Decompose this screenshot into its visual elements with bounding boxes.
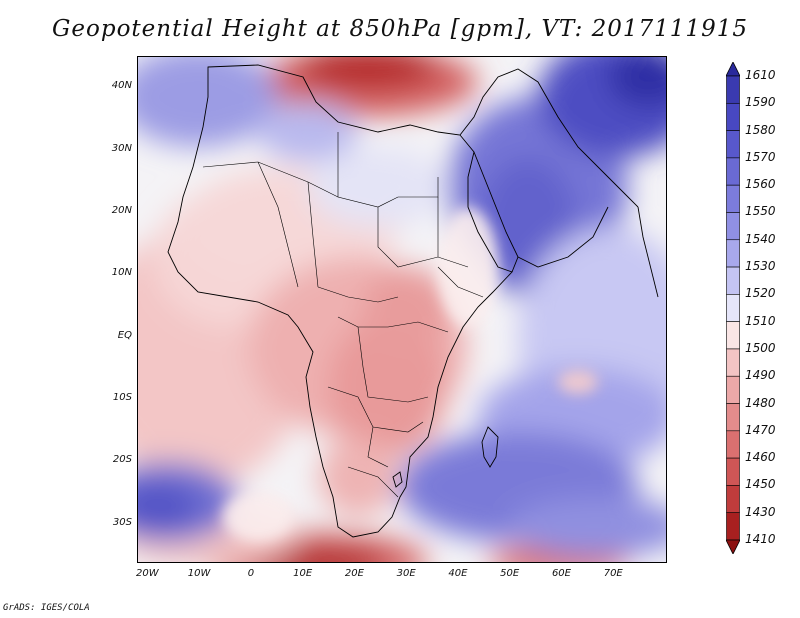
- colorbar-swatch: [726, 485, 740, 514]
- colorbar-label: 1500: [745, 340, 776, 355]
- colorbar-label: 1560: [745, 177, 776, 192]
- colorbar-swatch: [726, 321, 740, 350]
- lat-label: EQ: [117, 329, 132, 341]
- lon-label: 0: [247, 568, 255, 579]
- lon-label: 30E: [396, 568, 416, 579]
- colorbar-swatch: [726, 457, 740, 486]
- colorbar-label: 1550: [745, 204, 776, 219]
- colorbar-label: 1510: [745, 313, 776, 328]
- map-panel: [137, 56, 667, 563]
- colorbar-label: 1520: [745, 286, 776, 301]
- colorbar-label: 1410: [745, 532, 776, 546]
- country-borders: [202, 132, 484, 498]
- colorbar-label: 1530: [745, 259, 776, 274]
- colorbar-swatch: [726, 102, 740, 131]
- colorbar-label: 1610: [745, 68, 776, 82]
- lat-label: 10N: [111, 267, 132, 279]
- map-title: Geopotential Height at 850hPa [gpm], VT:…: [52, 16, 748, 42]
- lat-label: 10S: [112, 391, 132, 403]
- colorbar-label: 1580: [745, 122, 776, 137]
- colorbar-swatch: [726, 512, 740, 541]
- colorbar-swatch: [726, 75, 740, 104]
- colorbar-label: 1450: [745, 477, 776, 492]
- lon-label: 10E: [293, 568, 313, 579]
- colorbar-label: 1480: [745, 395, 776, 410]
- colorbar-swatch: [726, 157, 740, 186]
- grads-credit: GrADS: IGES/COLA: [3, 603, 90, 613]
- colorbar: [726, 62, 740, 554]
- lon-label: 50E: [500, 568, 520, 579]
- colorbar-swatch: [726, 294, 740, 322]
- colorbar-swatch: [726, 403, 740, 432]
- colorbar-label: 1540: [745, 231, 776, 246]
- lon-label: 10W: [187, 568, 211, 579]
- colorbar-label: 1490: [745, 368, 776, 383]
- colorbar-swatch: [726, 212, 740, 241]
- lon-label: 70E: [603, 568, 623, 579]
- lat-label: 30S: [112, 516, 132, 528]
- colorbar-label: 1460: [745, 450, 776, 465]
- colorbar-label: 1470: [745, 422, 776, 437]
- height-field: [138, 57, 666, 562]
- coastlines: [167, 64, 659, 538]
- lon-label: 20W: [136, 568, 159, 579]
- colorbar-swatch: [726, 430, 740, 459]
- colorbar-label: 1570: [745, 149, 776, 164]
- lat-label: 30N: [111, 142, 132, 154]
- colorbar-swatch: [726, 375, 740, 404]
- lat-label: 20S: [112, 454, 132, 466]
- colorbar-swatch: [726, 348, 740, 377]
- colorbar-label: 1430: [745, 504, 776, 519]
- colorbar-swatch: [726, 130, 740, 159]
- geopotential-height-map: [138, 57, 666, 562]
- colorbar-swatch: [726, 184, 740, 213]
- colorbar-label: 1590: [745, 95, 776, 110]
- colorbar-swatch: [726, 266, 740, 295]
- lat-label: 20N: [111, 204, 132, 216]
- lat-label: 40N: [111, 80, 132, 92]
- lon-label: 40E: [448, 568, 468, 579]
- colorbar-bottom-arrow: [726, 539, 740, 554]
- lon-label: 60E: [551, 568, 571, 579]
- colorbar-swatch: [726, 239, 740, 268]
- lon-label: 20E: [344, 568, 364, 579]
- colorbar-top-arrow: [726, 62, 740, 77]
